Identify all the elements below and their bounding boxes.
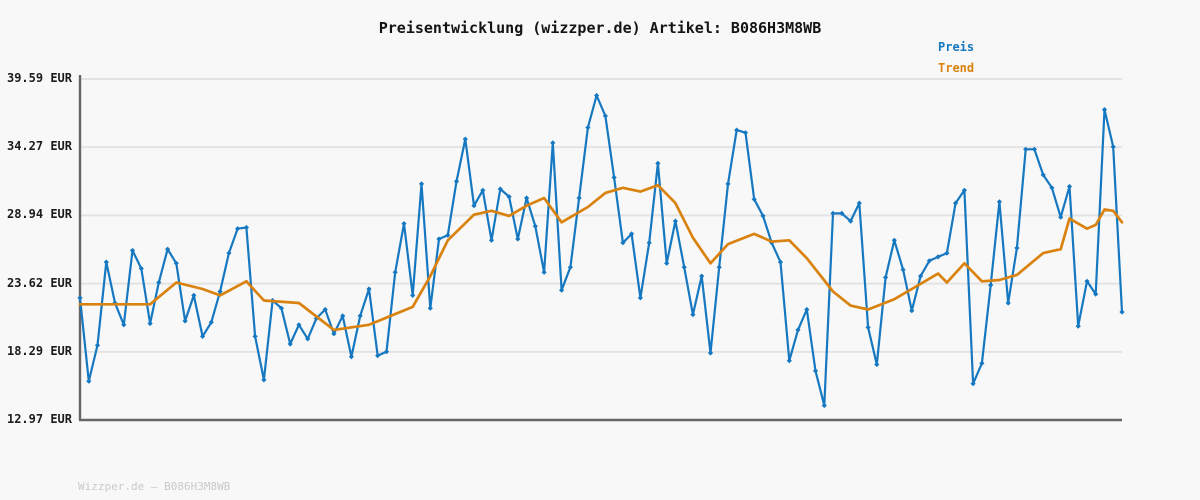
legend-item-trend: Trend: [938, 61, 975, 75]
trend-line: [78, 183, 1124, 332]
watermark-text: Wizzper.de – B086H3M8WB: [78, 480, 231, 493]
y-axis-label: 39.59 EUR: [6, 71, 72, 85]
y-axis-label: 23.62 EUR: [6, 275, 72, 290]
price-line: [78, 94, 1124, 407]
chart-title: Preisentwicklung (wizzper.de) Artikel: B…: [378, 19, 822, 37]
y-axis-label: 12.97 EUR: [6, 412, 72, 426]
y-axis-label: 34.27 EUR: [6, 139, 72, 154]
y-axis-label: 28.94 EUR: [6, 207, 72, 222]
y-axis-label: 18.29 EUR: [6, 343, 72, 358]
legend-item-preis: Preis: [938, 40, 975, 54]
